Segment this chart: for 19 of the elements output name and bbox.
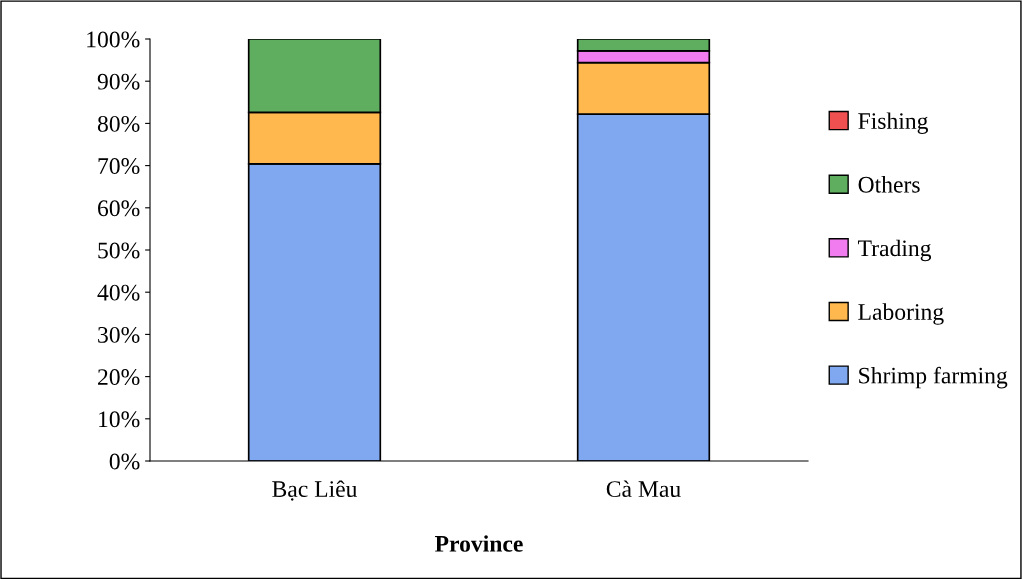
legend-label: Others [858, 176, 920, 193]
legend-label: Shrimp farming [859, 366, 1008, 389]
x-axis-title: Province [435, 535, 523, 552]
x-tick-label: Bạc Liêu [272, 480, 358, 501]
x-tick-label: Cà Mau [606, 480, 681, 498]
y-tick-label: 10% [99, 411, 140, 428]
legend-label: Laboring [858, 303, 944, 325]
y-tick-label: 80% [97, 115, 140, 132]
y-tick-label: 50% [98, 242, 140, 259]
y-tick-label: 90% [97, 73, 140, 90]
y-tick-label: 30% [98, 326, 140, 343]
legend-label: Trading [858, 239, 932, 262]
y-tick-label: 40% [97, 284, 140, 301]
y-tick-label: 70% [98, 158, 140, 175]
y-tick-label: 60% [98, 200, 140, 217]
y-tick-label: 100% [87, 31, 140, 48]
legend-label: Fishing [858, 112, 928, 134]
y-tick-label: 20% [98, 369, 140, 386]
y-tick-label: 0% [109, 453, 140, 470]
